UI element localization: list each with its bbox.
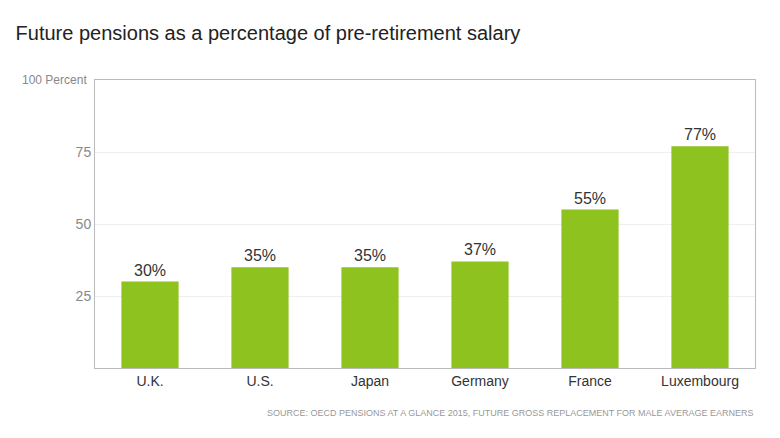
svg-text:U.K.: U.K. <box>136 373 163 389</box>
svg-text:30%: 30% <box>134 262 166 279</box>
svg-text:100 Percent: 100 Percent <box>22 73 87 87</box>
svg-text:France: France <box>568 373 612 389</box>
svg-text:SOURCE: OECD PENSIONS AT A GLA: SOURCE: OECD PENSIONS AT A GLANCE 2015, … <box>267 408 753 418</box>
svg-text:Luxembourg: Luxembourg <box>661 373 739 389</box>
svg-text:Germany: Germany <box>451 373 509 389</box>
svg-text:Future pensions as a percentag: Future pensions as a percentage of pre-r… <box>16 22 521 44</box>
svg-text:55%: 55% <box>574 190 606 207</box>
svg-text:25: 25 <box>76 288 92 304</box>
svg-text:35%: 35% <box>244 247 276 264</box>
svg-text:35%: 35% <box>354 247 386 264</box>
svg-text:77%: 77% <box>684 126 716 143</box>
svg-text:U.S.: U.S. <box>246 373 273 389</box>
svg-text:50: 50 <box>76 216 92 232</box>
svg-text:Japan: Japan <box>351 373 389 389</box>
svg-text:37%: 37% <box>464 241 496 258</box>
svg-text:75: 75 <box>76 144 92 160</box>
